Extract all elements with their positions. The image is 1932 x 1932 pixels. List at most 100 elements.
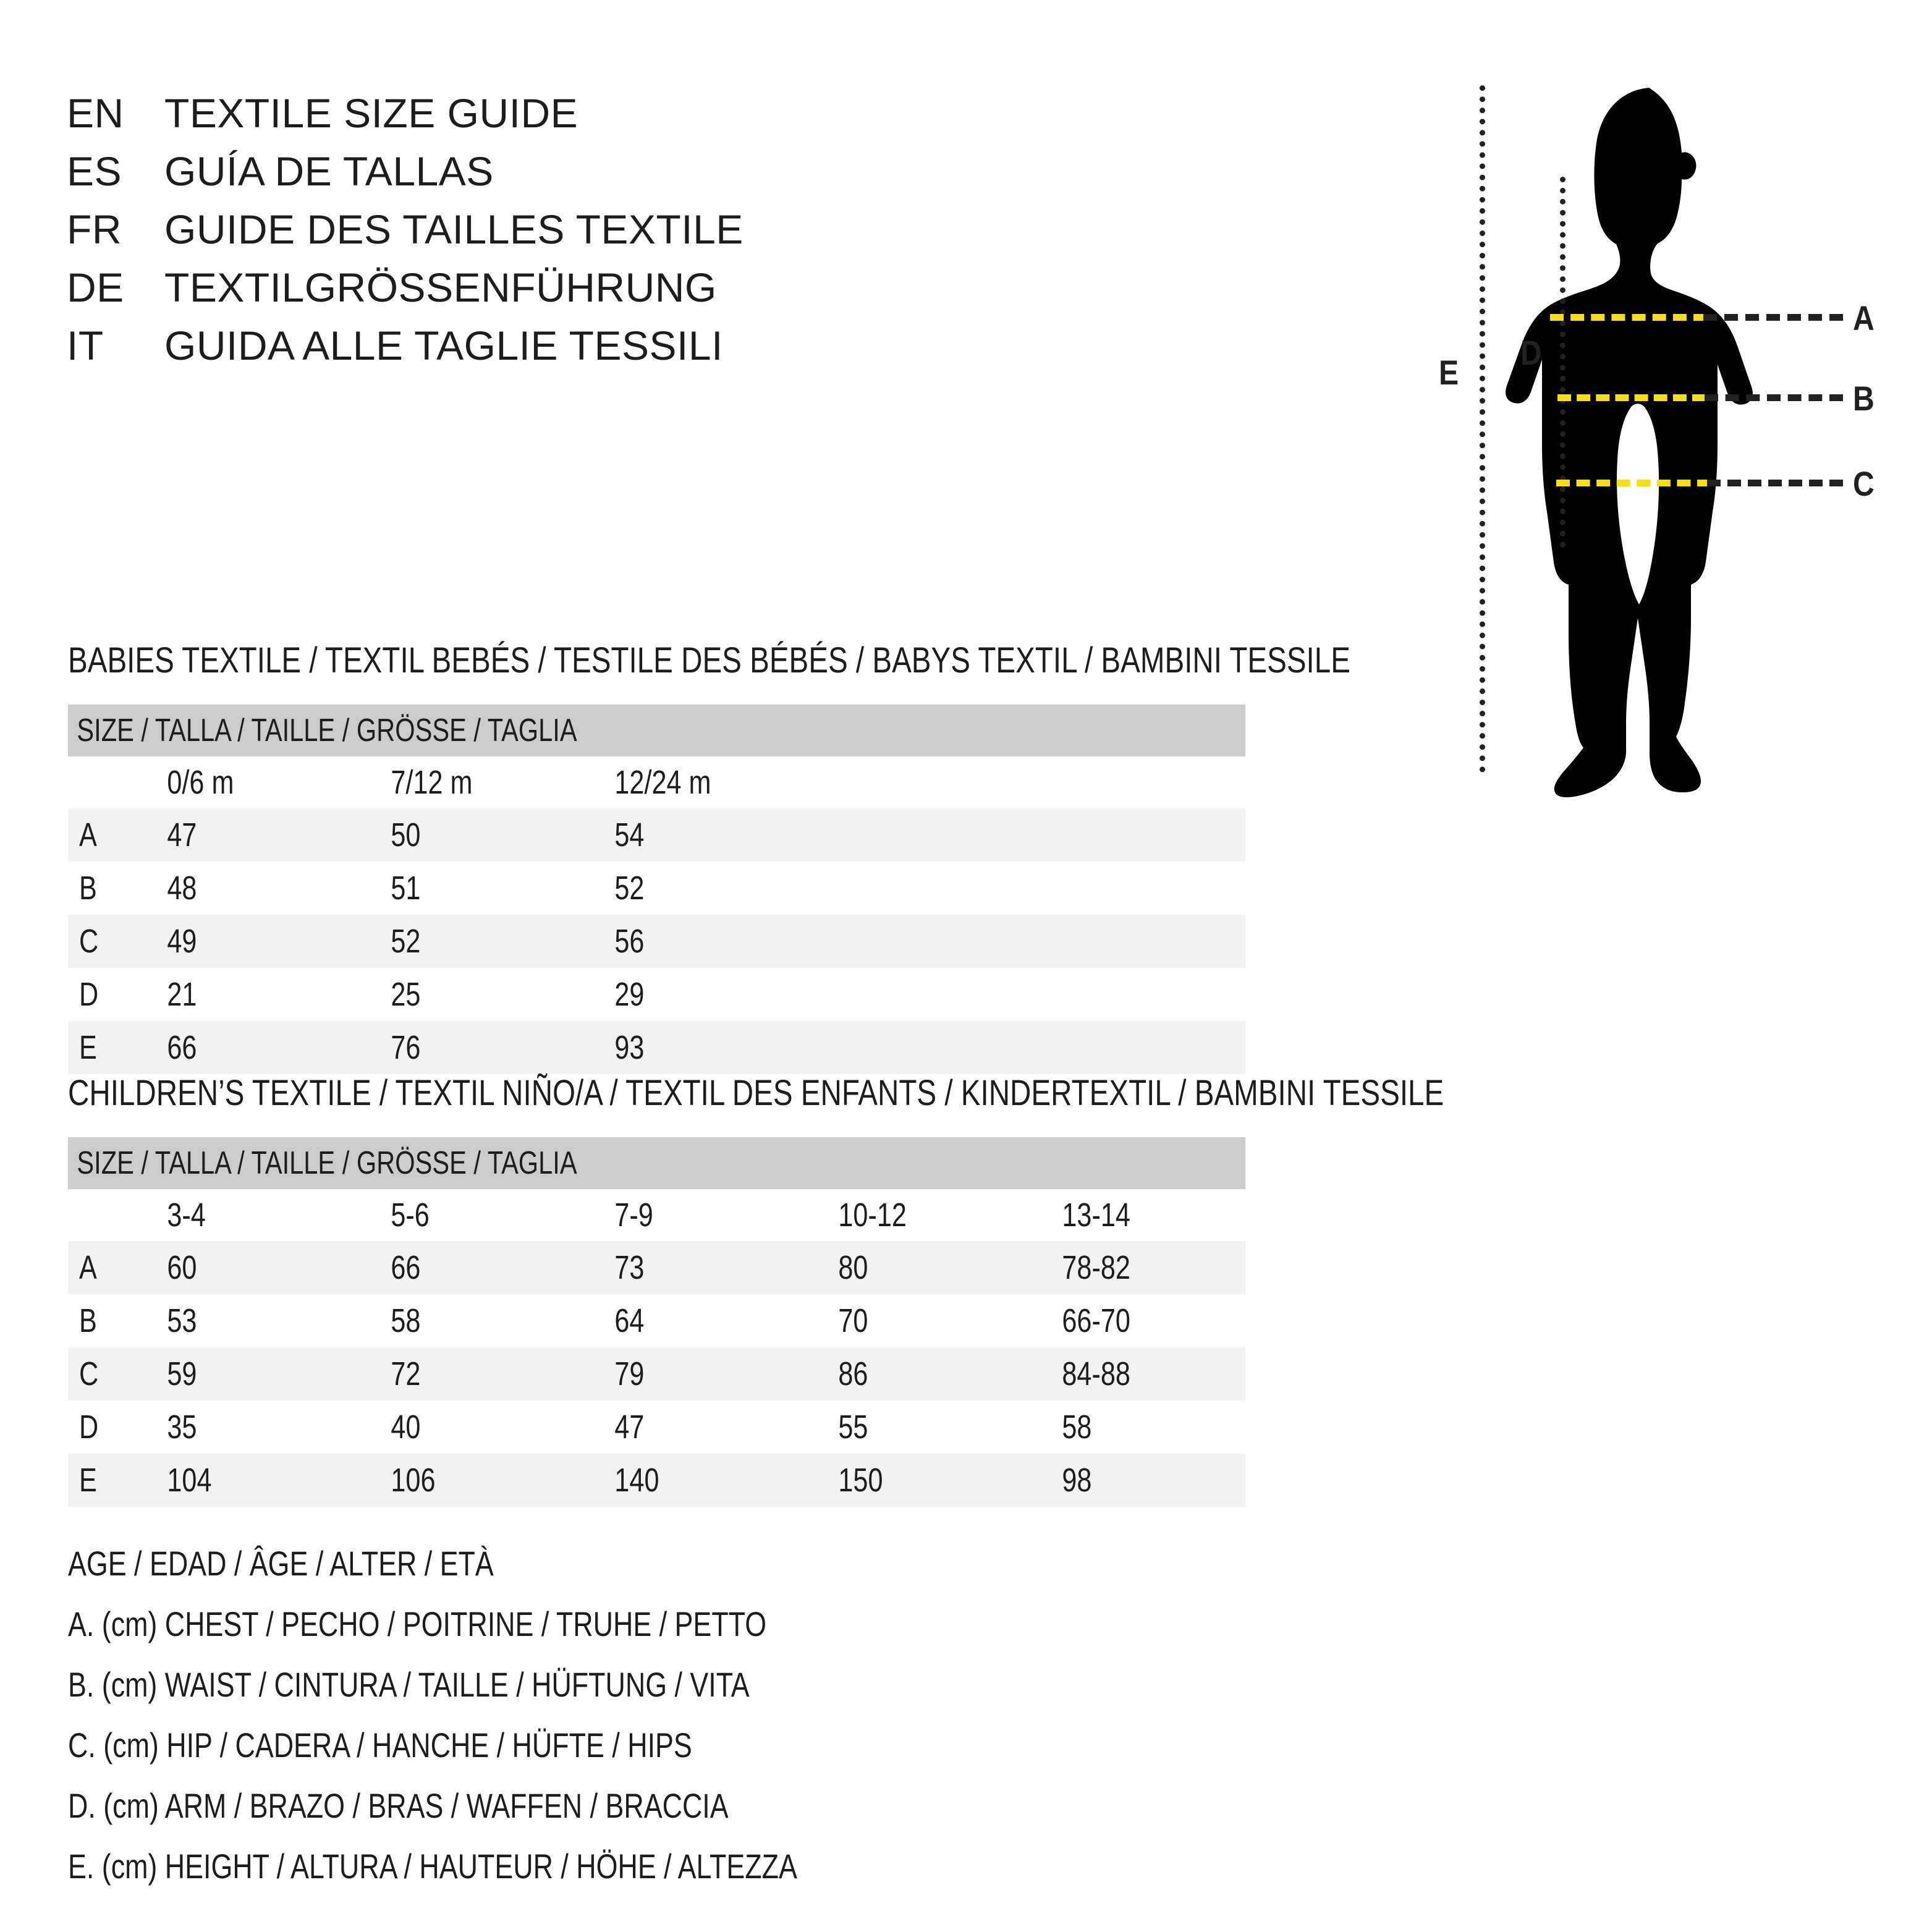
arm-guide-line-d xyxy=(1560,177,1566,548)
children-cell-b-3: 70 xyxy=(838,1302,868,1339)
legend-text-d: D. (cm) ARM / BRAZO / BRAS / WAFFEN / BR… xyxy=(68,1786,729,1825)
legend-text-b: B. (cm) WAIST / CINTURA / TAILLE / HÜFTU… xyxy=(68,1664,750,1704)
babies-cell-b-0: 48 xyxy=(167,870,197,907)
babies-row-label-c: C xyxy=(79,923,99,960)
language-row-de: DE TEXTILGRÖSSENFÜHRUNG xyxy=(67,267,1179,325)
children-col-4: 13-14 xyxy=(1062,1197,1130,1234)
measurement-label-c: C xyxy=(1853,464,1875,503)
chest-leader-line-a xyxy=(1703,314,1843,321)
language-row-es: ES GUÍA DE TALLAS xyxy=(67,151,1179,209)
children-cell-b-1: 58 xyxy=(391,1302,421,1339)
legend-row-age: AGE / EDAD / ÂGE / ALTER / ETÀ xyxy=(68,1533,1119,1593)
waist-leader-line-b xyxy=(1705,394,1843,401)
children-cell-e-3: 150 xyxy=(838,1462,883,1499)
children-row-label-a: A xyxy=(79,1249,97,1286)
children-cell-c-0: 59 xyxy=(167,1355,197,1392)
babies-row-label-e: E xyxy=(79,1029,97,1066)
babies-column-header-row: 0/6 m 7/12 m 12/24 m xyxy=(68,756,1245,808)
height-guide-line-e xyxy=(1480,85,1485,773)
children-col-1: 5-6 xyxy=(391,1197,430,1234)
language-header-block: EN TEXTILE SIZE GUIDE ES GUÍA DE TALLAS … xyxy=(67,93,1179,383)
children-cell-d-3: 55 xyxy=(838,1409,868,1446)
legend-text-age: AGE / EDAD / ÂGE / ALTER / ETÀ xyxy=(68,1543,494,1583)
language-code-fr: FR xyxy=(67,206,122,252)
table-row: C 49 52 56 xyxy=(68,915,1245,968)
hip-measure-line-c xyxy=(1556,480,1711,486)
babies-col-2: 12/24 m xyxy=(614,764,711,801)
language-code-de: DE xyxy=(67,265,124,310)
table-row: A 60 66 73 80 78-82 xyxy=(68,1241,1245,1294)
children-cell-c-4: 84-88 xyxy=(1062,1355,1130,1392)
children-col-3: 10-12 xyxy=(838,1197,907,1234)
chest-measure-line-a xyxy=(1550,314,1707,321)
children-cell-b-0: 53 xyxy=(167,1302,197,1339)
children-col-0: 3-4 xyxy=(167,1197,206,1234)
legend-text-e: E. (cm) HEIGHT / ALTURA / HAUTEUR / HÖHE… xyxy=(68,1846,797,1886)
legend-row-b: B. (cm) WAIST / CINTURA / TAILLE / HÜFTU… xyxy=(68,1654,1119,1714)
babies-cell-a-0: 47 xyxy=(167,816,197,854)
children-cell-a-4: 78-82 xyxy=(1062,1249,1130,1286)
measurement-figure-panel: E D A B C xyxy=(1415,74,1922,803)
legend-row-d: D. (cm) ARM / BRAZO / BRAS / WAFFEN / BR… xyxy=(68,1775,1119,1836)
children-cell-d-2: 47 xyxy=(614,1409,645,1446)
children-row-label-c: C xyxy=(79,1355,99,1392)
children-cell-e-2: 140 xyxy=(614,1462,659,1499)
babies-cell-e-2: 93 xyxy=(614,1029,645,1066)
babies-section-title: BABIES TEXTILE / TEXTIL BEBÉS / TESTILE … xyxy=(68,640,1350,680)
children-table-header-label: SIZE / TALLA / TAILLE / GRÖSSE / TAGLIA xyxy=(77,1145,577,1181)
measurement-label-d: D xyxy=(1520,333,1542,372)
children-cell-a-2: 73 xyxy=(614,1249,645,1286)
babies-cell-b-1: 51 xyxy=(391,870,421,907)
children-cell-d-1: 40 xyxy=(391,1409,421,1446)
children-row-label-e: E xyxy=(79,1462,97,1499)
measurement-legend: AGE / EDAD / ÂGE / ALTER / ETÀ A. (cm) C… xyxy=(68,1533,1119,1896)
children-cell-a-0: 60 xyxy=(167,1249,197,1286)
babies-cell-a-1: 50 xyxy=(391,816,421,854)
babies-cell-d-1: 25 xyxy=(391,976,421,1013)
children-cell-b-4: 66-70 xyxy=(1062,1302,1130,1339)
legend-text-c: C. (cm) HIP / CADERA / HANCHE / HÜFTE / … xyxy=(68,1725,692,1765)
legend-text-a: A. (cm) CHEST / PECHO / POITRINE / TRUHE… xyxy=(68,1604,767,1643)
babies-cell-d-2: 29 xyxy=(614,976,645,1013)
language-title-es: GUÍA DE TALLAS xyxy=(164,148,494,194)
language-code-es: ES xyxy=(67,148,122,194)
children-cell-a-3: 80 xyxy=(838,1249,868,1286)
language-row-fr: FR GUIDE DES TAILLES TEXTILE xyxy=(67,209,1179,267)
babies-table-header-bar: SIZE / TALLA / TAILLE / GRÖSSE / TAGLIA xyxy=(68,705,1245,756)
children-cell-c-2: 79 xyxy=(614,1355,645,1392)
children-section-title: CHILDREN’S TEXTILE / TEXTIL NIÑO/A / TEX… xyxy=(68,1073,1444,1113)
language-title-fr: GUIDE DES TAILLES TEXTILE xyxy=(164,206,744,252)
language-row-en: EN TEXTILE SIZE GUIDE xyxy=(67,93,1179,151)
children-cell-b-2: 64 xyxy=(614,1302,645,1339)
child-silhouette-icon xyxy=(1506,88,1753,797)
measurement-label-b: B xyxy=(1853,379,1875,418)
babies-col-1: 7/12 m xyxy=(391,764,473,801)
language-title-en: TEXTILE SIZE GUIDE xyxy=(164,90,578,136)
language-row-it: IT GUIDA ALLE TAGLIE TESSILI xyxy=(67,325,1179,383)
legend-row-a: A. (cm) CHEST / PECHO / POITRINE / TRUHE… xyxy=(68,1593,1119,1654)
babies-cell-b-2: 52 xyxy=(614,870,645,907)
children-cell-e-4: 98 xyxy=(1062,1462,1092,1499)
language-title-it: GUIDA ALLE TAGLIE TESSILI xyxy=(164,323,723,368)
table-row: B 48 51 52 xyxy=(68,862,1245,915)
hip-leader-line-c xyxy=(1707,480,1843,486)
children-row-label-b: B xyxy=(79,1302,97,1339)
babies-row-label-a: A xyxy=(79,816,97,854)
legend-row-e: E. (cm) HEIGHT / ALTURA / HAUTEUR / HÖHE… xyxy=(68,1836,1119,1896)
language-code-it: IT xyxy=(67,323,104,368)
legend-row-c: C. (cm) HIP / CADERA / HANCHE / HÜFTE / … xyxy=(68,1714,1119,1775)
children-table-header-bar: SIZE / TALLA / TAILLE / GRÖSSE / TAGLIA xyxy=(68,1137,1245,1189)
measurement-label-a: A xyxy=(1853,299,1875,337)
babies-row-label-b: B xyxy=(79,870,97,907)
children-cell-e-0: 104 xyxy=(167,1462,212,1499)
table-row: D 21 25 29 xyxy=(68,968,1245,1021)
table-row: C 59 72 79 86 84-88 xyxy=(68,1347,1245,1400)
table-row: E 104 106 140 150 98 xyxy=(68,1454,1245,1507)
table-row: A 47 50 54 xyxy=(68,808,1245,862)
table-row: E 66 76 93 xyxy=(68,1021,1245,1074)
children-cell-a-1: 66 xyxy=(391,1249,421,1286)
table-row: D 35 40 47 55 58 xyxy=(68,1400,1245,1454)
measurement-label-e: E xyxy=(1439,353,1459,392)
children-cell-e-1: 106 xyxy=(391,1462,436,1499)
